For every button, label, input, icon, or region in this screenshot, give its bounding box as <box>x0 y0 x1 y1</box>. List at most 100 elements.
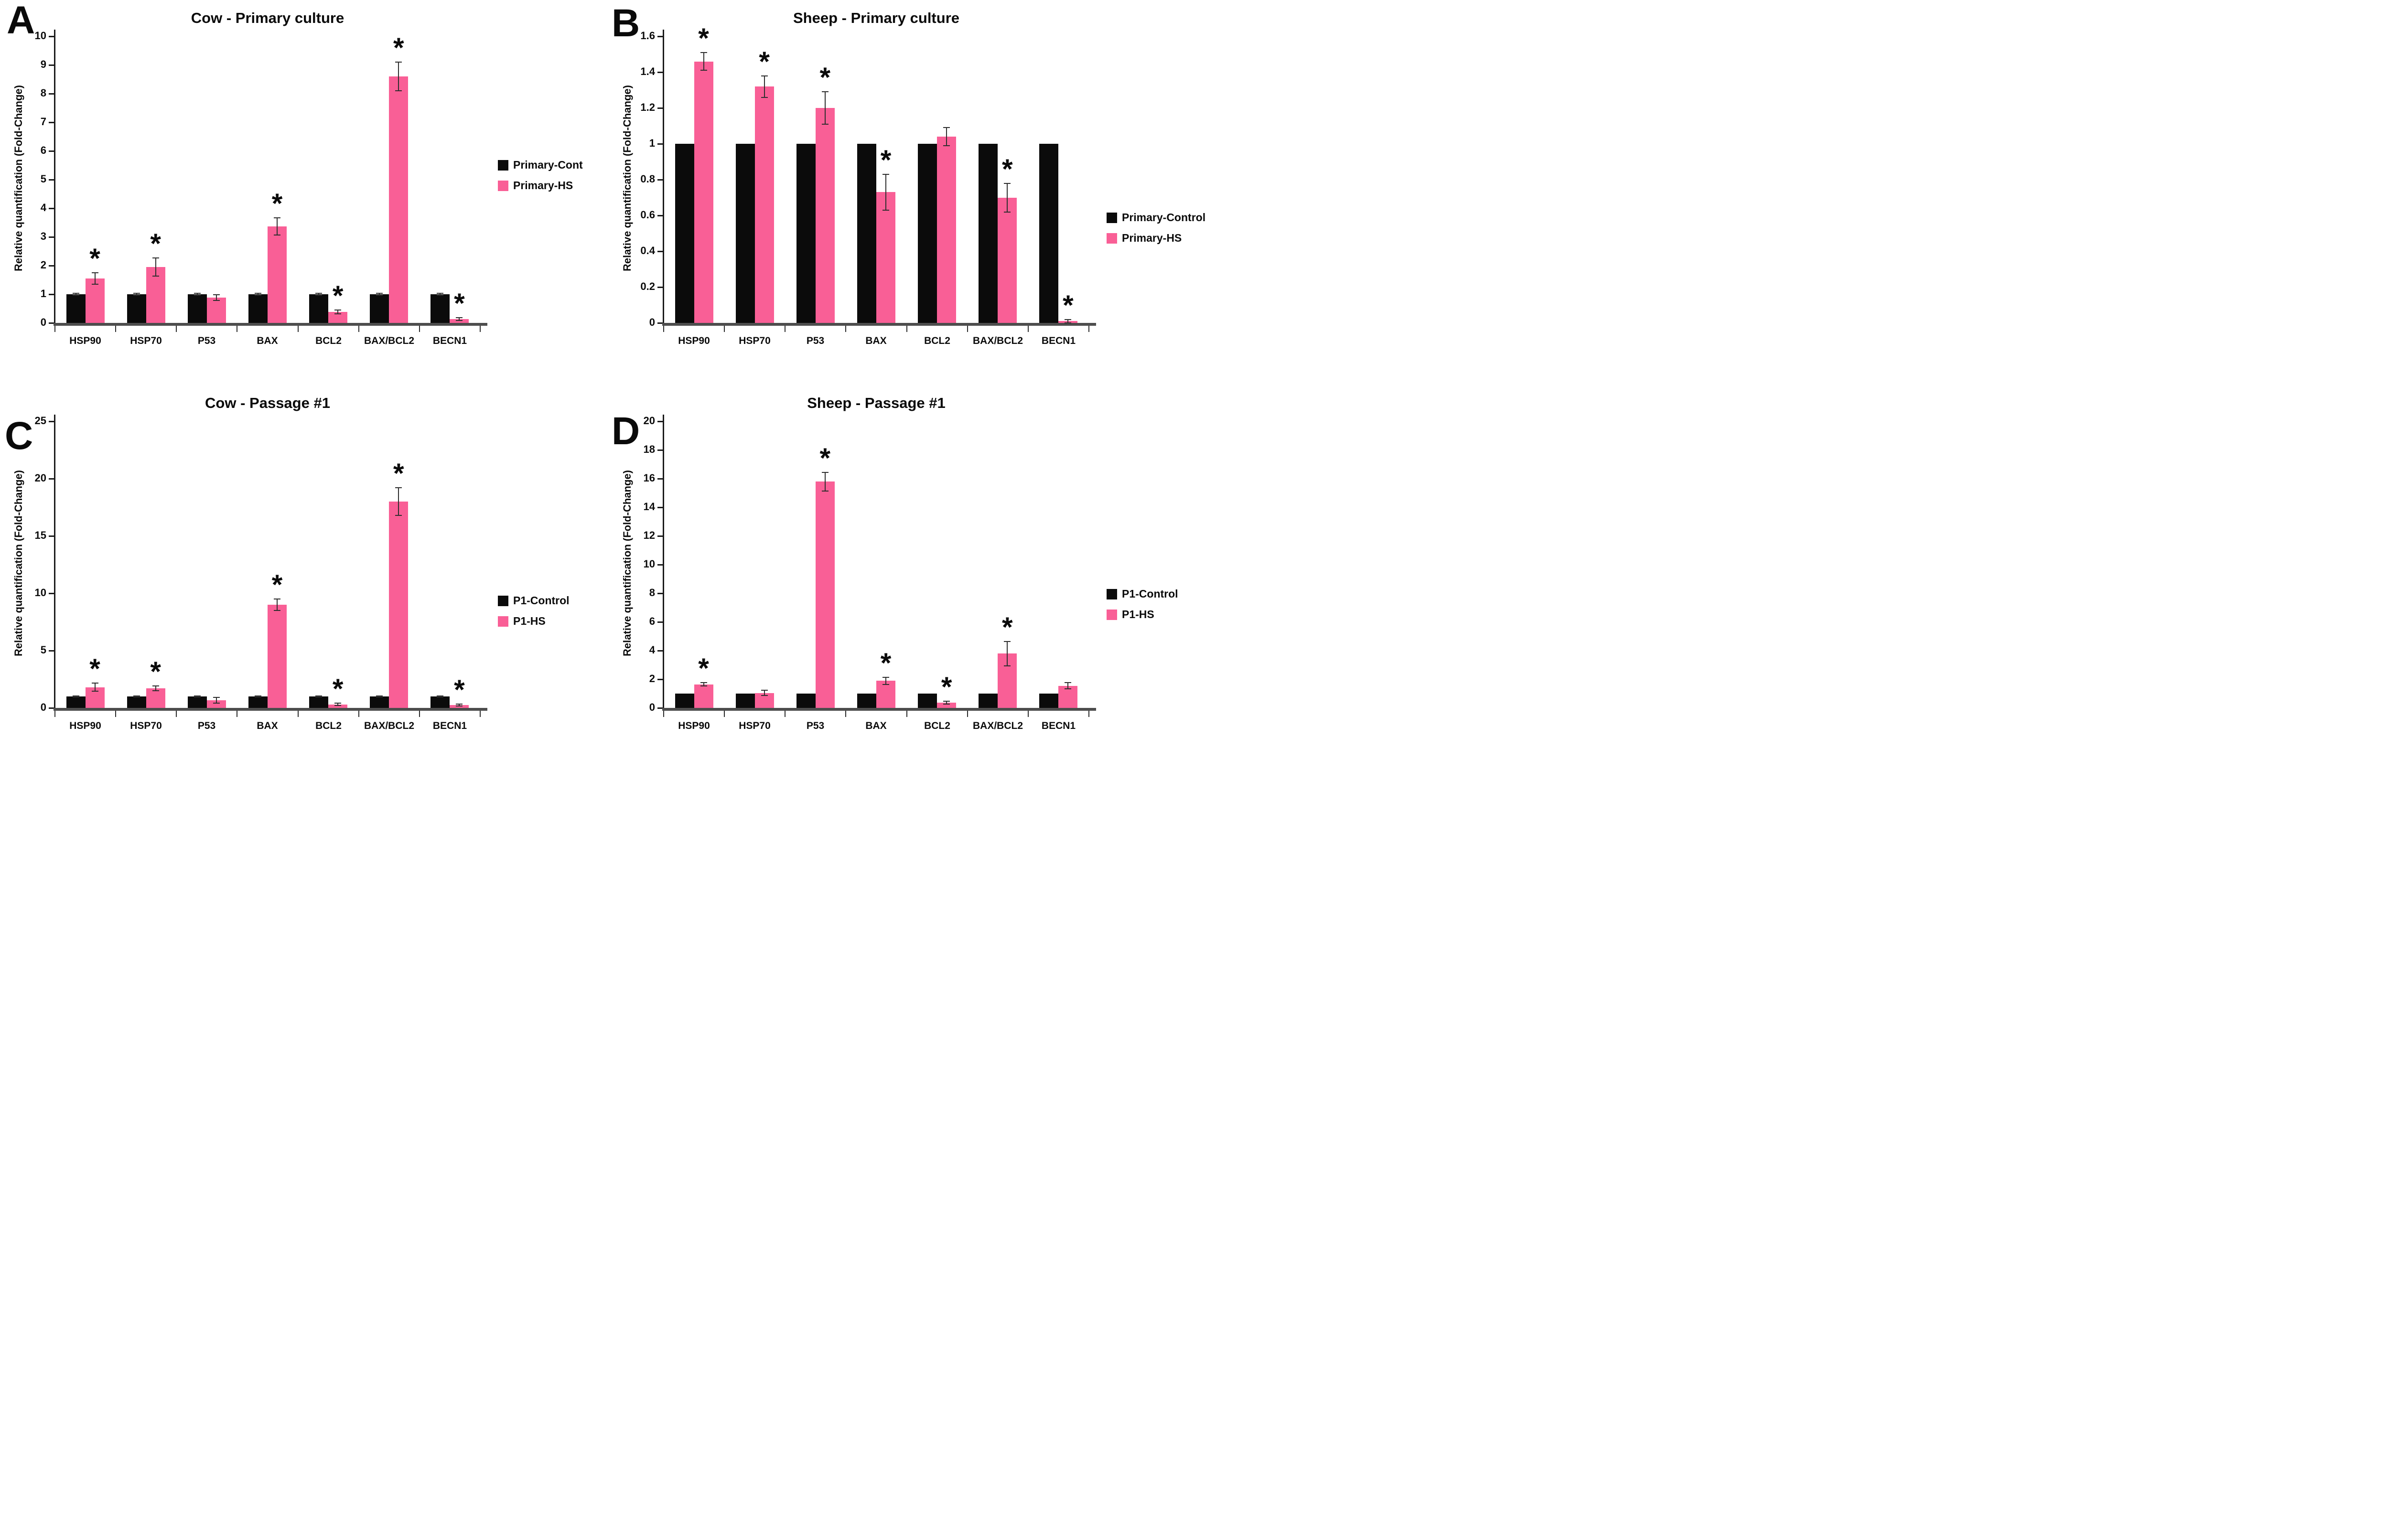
bar-control-BAX <box>248 696 268 708</box>
error-bar-cap <box>761 96 768 98</box>
x-category-label: BAX <box>257 335 278 346</box>
y-axis-tick-label: 0 <box>40 316 46 328</box>
x-axis-tick <box>663 326 664 332</box>
error-bar-cap <box>882 676 889 678</box>
y-axis-tick <box>657 478 664 480</box>
error-bar <box>440 695 441 697</box>
x-axis-tick <box>967 326 968 332</box>
figure-page: { "figure_title": "Relative gene express… <box>0 0 1217 770</box>
bar-control-BAX <box>857 144 876 323</box>
x-category-label: HSP70 <box>130 335 162 346</box>
y-axis-tick-label: 20 <box>34 472 46 484</box>
error-bar-cap <box>395 487 402 489</box>
legend-item-control: P1-Control <box>498 594 570 607</box>
x-axis-tick <box>1028 326 1029 332</box>
y-axis-tick-label: 1.4 <box>640 65 655 77</box>
error-bar-cap <box>72 695 79 696</box>
plot-area: 0 5 10 15 20 25 * HSP90 * HSP70 P53 * BAX * BCL2 * BAX/B… <box>35 415 487 731</box>
y-axis-tick-label: 20 <box>643 415 655 427</box>
error-bar <box>277 217 278 235</box>
significance-asterisk: * <box>332 280 344 311</box>
bar-hs-BAX <box>268 226 287 323</box>
error-bar-cap <box>395 62 402 63</box>
error-bar <box>379 293 380 295</box>
error-bar <box>885 174 886 210</box>
legend-label-hs: P1-HS <box>1122 608 1154 620</box>
bar-hs-BCL2 <box>937 702 957 708</box>
bar-hs-HSP90 <box>694 684 713 708</box>
error-bar-cap <box>395 514 402 516</box>
legend-item-control: Primary-Cont <box>498 159 583 171</box>
x-category-label: BAX/BCL2 <box>972 335 1023 346</box>
error-bar-cap <box>700 685 707 687</box>
error-bar-cap <box>255 294 261 296</box>
panel-cow-passage1: C Cow - Passage #1 Relative quantificati… <box>0 385 609 770</box>
y-axis-tick <box>49 208 55 209</box>
panel-sheep-primary-culture: B Sheep - Primary culture Relative quant… <box>609 0 1217 385</box>
legend: P1-Control P1-HS <box>498 594 570 628</box>
error-bar <box>75 695 76 697</box>
y-axis-tick <box>657 535 664 537</box>
significance-asterisk: * <box>393 32 404 64</box>
x-category-label: BAX/BCL2 <box>364 720 414 731</box>
legend-label-hs: Primary-HS <box>1122 232 1182 244</box>
x-axis-tick <box>419 711 420 717</box>
significance-asterisk: * <box>89 653 100 685</box>
error-bar <box>196 293 198 295</box>
y-axis-tick-label: 5 <box>40 173 46 185</box>
x-axis-tick <box>115 326 116 332</box>
significance-asterisk: * <box>332 674 344 705</box>
legend-label-control: P1-Control <box>513 594 570 607</box>
panel-letter: B <box>612 1 640 45</box>
significance-asterisk: * <box>1063 289 1074 321</box>
control-swatch-icon <box>1107 588 1117 599</box>
error-bar-cap <box>152 690 159 691</box>
control-swatch-icon <box>498 595 508 606</box>
y-axis-tick <box>49 36 55 37</box>
y-axis-tick <box>49 478 55 480</box>
error-bar <box>824 472 826 491</box>
x-axis-tick <box>724 326 725 332</box>
error-bar <box>440 293 441 295</box>
x-axis-tick <box>419 326 420 332</box>
x-axis-tick <box>785 326 786 332</box>
error-bar-cap <box>274 610 280 611</box>
y-axis-tick <box>657 564 664 566</box>
y-axis-tick-label: 12 <box>643 529 655 541</box>
error-bar-cap <box>437 293 444 294</box>
bar-hs-BCL2 <box>937 137 957 323</box>
x-axis-line <box>662 708 1096 711</box>
y-axis-tick <box>49 179 55 181</box>
x-category-label: HSP90 <box>678 335 710 346</box>
error-bar-cap <box>213 300 220 301</box>
y-axis-tick-label: 14 <box>643 501 655 513</box>
bar-control-HSP70 <box>127 696 146 708</box>
y-axis-label: Relative quantification (Fold-Change) <box>12 470 24 656</box>
significance-asterisk: * <box>89 243 100 274</box>
bar-control-BAX/BCL2 <box>979 144 998 323</box>
error-bar-cap <box>152 276 159 277</box>
error-bar-cap <box>437 696 444 698</box>
bar-control-HSP90 <box>675 694 694 708</box>
significance-asterisk: * <box>698 22 709 54</box>
y-axis-tick-label: 7 <box>40 116 46 128</box>
legend-item-hs: Primary-HS <box>1107 232 1205 245</box>
significance-asterisk: * <box>941 671 952 703</box>
bar-hs-P53 <box>206 700 226 708</box>
x-axis-tick <box>54 711 55 717</box>
significance-asterisk: * <box>759 46 770 77</box>
bar-control-HSP70 <box>735 694 755 708</box>
significance-asterisk: * <box>271 188 283 219</box>
bar-hs-HSP90 <box>694 61 713 323</box>
x-category-label: BECN1 <box>1041 335 1076 346</box>
x-category-label: BECN1 <box>432 720 467 731</box>
bar-control-BAX/BCL2 <box>370 696 389 708</box>
chart-title: Cow - Passage #1 <box>205 395 330 411</box>
x-axis-tick <box>480 326 481 332</box>
x-axis-line <box>54 708 487 711</box>
y-axis-tick-label: 0 <box>649 316 655 328</box>
significance-asterisk: * <box>150 228 161 259</box>
x-axis-tick <box>906 326 907 332</box>
hs-swatch-icon <box>1107 233 1117 244</box>
x-category-label: P53 <box>806 720 825 731</box>
